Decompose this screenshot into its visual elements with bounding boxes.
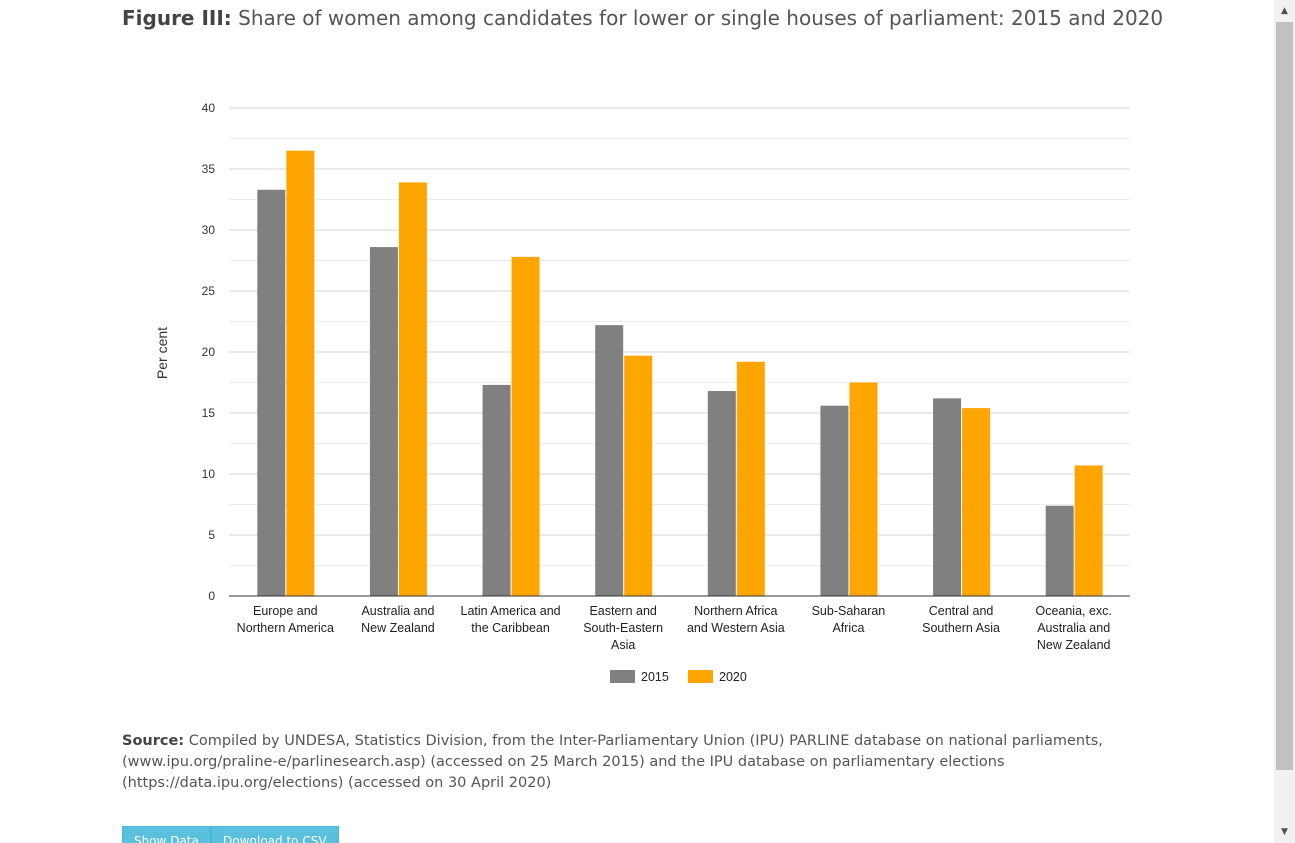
bar-chart: 0 5 10 15 20 25 30 35 40 Per cent Europe and Nort… — [154, 101, 1130, 684]
legend-swatch-2015 — [610, 670, 635, 683]
chart-legend: 2015 2020 — [610, 670, 747, 684]
legend-label-2020: 2020 — [719, 670, 747, 684]
bar-2015[interactable] — [482, 384, 511, 596]
x-category-label: Oceania, exc. Australia and New Zealand — [1035, 604, 1111, 652]
bar-2020[interactable] — [624, 355, 653, 596]
bar-2015[interactable] — [595, 325, 624, 596]
legend-swatch-2020 — [688, 670, 713, 683]
triangle-down-icon[interactable]: ▼ — [1281, 827, 1288, 837]
x-category-label: Australia and New Zealand — [361, 604, 435, 635]
figure-title: Figure III: Share of women among candida… — [122, 6, 1163, 30]
show-data-button[interactable]: Show Data — [122, 826, 211, 843]
y-tick-label: 35 — [202, 162, 216, 176]
figure-label: Figure III: — [122, 6, 232, 30]
y-tick-label: 0 — [208, 589, 215, 603]
vertical-scrollbar[interactable]: ▲ ▼ — [1274, 0, 1295, 843]
bar-2015[interactable] — [820, 405, 849, 596]
y-tick-label: 25 — [202, 284, 216, 298]
bar-2020[interactable] — [1074, 465, 1103, 596]
scrollbar-thumb[interactable] — [1276, 22, 1293, 770]
figure-title-text: Share of women among candidates for lowe… — [238, 6, 1164, 30]
bar-2020[interactable] — [286, 150, 315, 596]
x-category-label: Central and Southern Asia — [922, 604, 1000, 635]
bar-2015[interactable] — [369, 247, 398, 596]
triangle-up-icon[interactable]: ▲ — [1281, 6, 1288, 16]
x-category-label: Europe and Northern America — [237, 604, 334, 635]
x-category-label: Northern Africa and Western Asia — [687, 604, 785, 635]
chart-gridlines — [229, 107, 1130, 566]
x-category-label: Eastern and South-Eastern Asia — [583, 604, 663, 652]
bar-2020[interactable] — [962, 408, 991, 596]
x-category-label: Sub-Saharan Africa — [812, 604, 886, 635]
x-category-label: Latin America and the Caribbean — [461, 604, 561, 635]
y-tick-label: 10 — [202, 467, 216, 481]
source-note: Source: Compiled by UNDESA, Statistics D… — [122, 731, 1122, 794]
y-tick-label: 20 — [202, 345, 216, 359]
bar-2020[interactable] — [849, 382, 878, 597]
y-tick-label: 40 — [202, 101, 216, 115]
bar-2015[interactable] — [707, 391, 736, 596]
chart-bars — [257, 150, 1103, 597]
source-label: Source: — [122, 733, 185, 749]
bar-2015[interactable] — [933, 398, 962, 596]
y-tick-label: 15 — [202, 406, 216, 420]
bar-2020[interactable] — [511, 256, 540, 596]
y-axis-label: Per cent — [154, 327, 170, 379]
legend-label-2015: 2015 — [641, 670, 669, 684]
y-axis-ticks: 0 5 10 15 20 25 30 35 40 — [202, 101, 216, 603]
bar-2015[interactable] — [1045, 505, 1074, 596]
download-csv-button[interactable]: Download to CSV — [211, 826, 339, 843]
bar-2015[interactable] — [257, 189, 286, 597]
bar-2020[interactable] — [398, 182, 427, 597]
y-tick-label: 5 — [208, 528, 215, 542]
y-tick-label: 30 — [202, 223, 216, 237]
x-axis-categories: Europe and Northern America Australia and N… — [237, 604, 1112, 652]
source-text: Compiled by UNDESA, Statistics Division,… — [122, 733, 1103, 791]
bar-2020[interactable] — [736, 361, 765, 596]
